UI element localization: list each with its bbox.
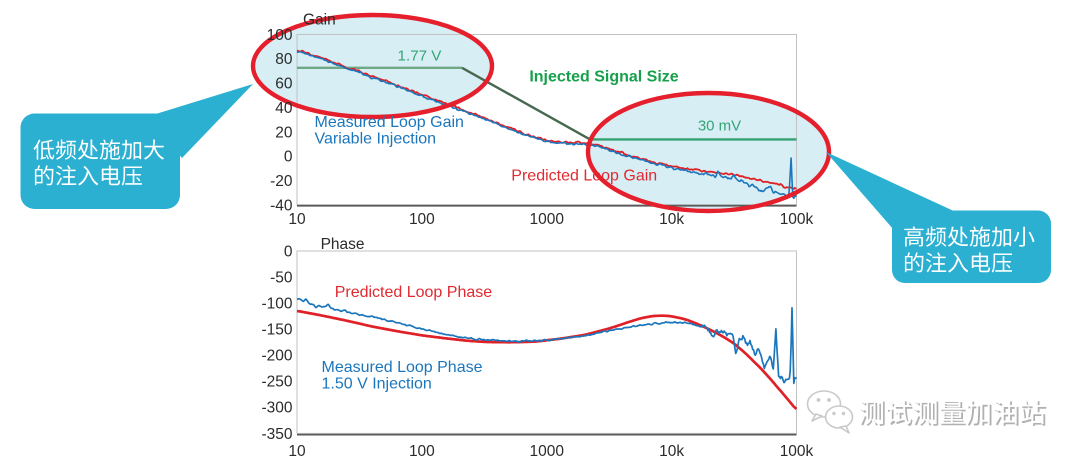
svg-text:80: 80 bbox=[275, 51, 293, 68]
svg-text:10: 10 bbox=[288, 211, 306, 228]
svg-text:-40: -40 bbox=[270, 197, 293, 214]
svg-text:Predicted Loop Gain: Predicted Loop Gain bbox=[511, 168, 657, 185]
svg-text:-20: -20 bbox=[270, 173, 293, 190]
svg-text:Gain: Gain bbox=[303, 12, 336, 29]
svg-text:1000: 1000 bbox=[530, 211, 565, 228]
svg-text:20: 20 bbox=[275, 124, 293, 141]
svg-text:100k: 100k bbox=[780, 211, 814, 228]
svg-text:100: 100 bbox=[409, 211, 435, 228]
svg-text:Measured Loop Gain: Measured Loop Gain bbox=[315, 114, 464, 131]
svg-text:-50: -50 bbox=[270, 269, 293, 286]
svg-text:Predicted Loop Phase: Predicted Loop Phase bbox=[335, 284, 493, 301]
svg-text:100: 100 bbox=[267, 27, 293, 44]
svg-text:-150: -150 bbox=[261, 322, 292, 339]
svg-text:0: 0 bbox=[284, 243, 293, 260]
svg-text:1.50 V Injection: 1.50 V Injection bbox=[322, 376, 432, 393]
svg-text:60: 60 bbox=[275, 76, 293, 93]
svg-text:10: 10 bbox=[288, 443, 306, 460]
svg-text:30 mV: 30 mV bbox=[698, 117, 741, 134]
svg-text:Phase: Phase bbox=[321, 236, 365, 253]
svg-text:1.77 V: 1.77 V bbox=[398, 48, 443, 65]
svg-text:0: 0 bbox=[284, 149, 293, 166]
svg-text:-300: -300 bbox=[261, 400, 292, 417]
svg-text:Measured Loop Phase: Measured Loop Phase bbox=[322, 359, 483, 376]
svg-text:-350: -350 bbox=[261, 426, 292, 443]
svg-text:40: 40 bbox=[275, 100, 293, 117]
svg-text:Injected Signal Size: Injected Signal Size bbox=[529, 69, 678, 86]
svg-text:Variable Injection: Variable Injection bbox=[315, 130, 437, 147]
svg-text:-250: -250 bbox=[261, 374, 292, 391]
svg-text:-200: -200 bbox=[261, 348, 292, 365]
svg-text:1000: 1000 bbox=[530, 443, 565, 460]
svg-text:-100: -100 bbox=[261, 296, 292, 313]
svg-text:10k: 10k bbox=[659, 443, 684, 460]
svg-text:100k: 100k bbox=[780, 443, 814, 460]
svg-text:100: 100 bbox=[409, 443, 435, 460]
svg-text:10k: 10k bbox=[659, 211, 684, 228]
